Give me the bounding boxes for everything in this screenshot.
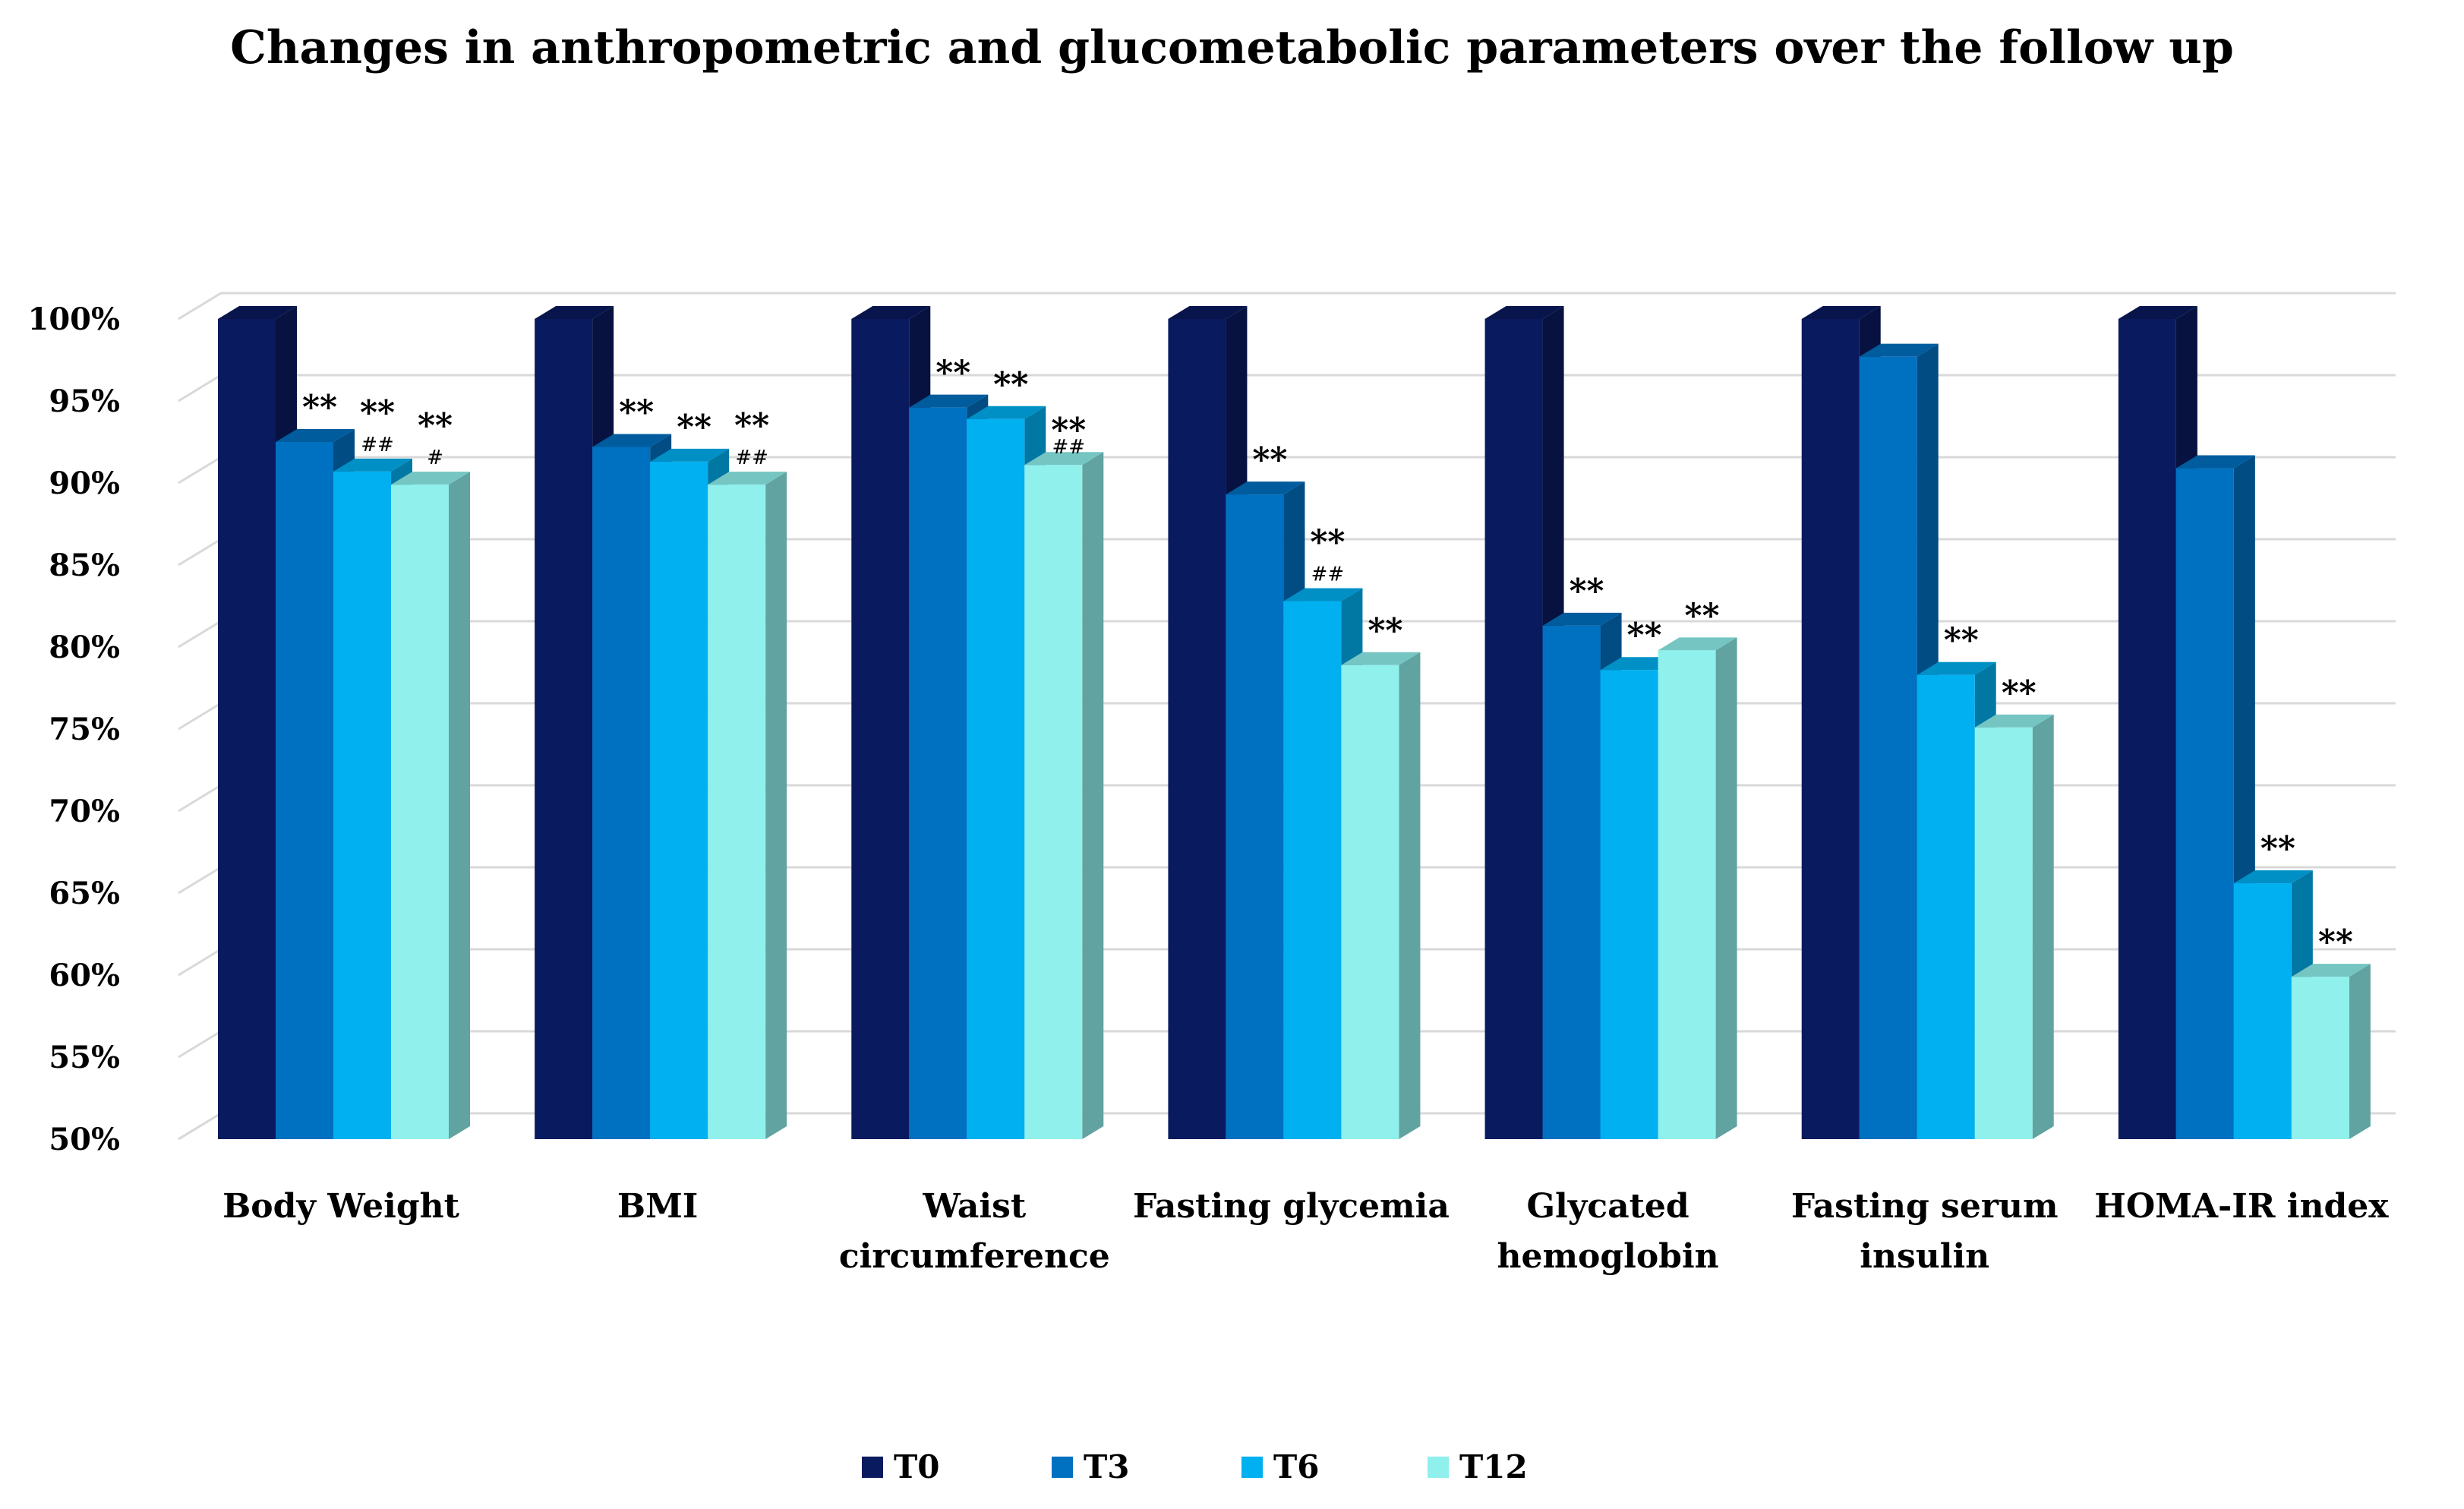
x-category-label: Waist bbox=[922, 1187, 1027, 1226]
x-category-label: Body Weight bbox=[222, 1187, 459, 1226]
bar-t12-2 bbox=[1024, 452, 1104, 1139]
legend-label: T0 bbox=[894, 1448, 939, 1485]
legend: T0 T3 T6 T12 bbox=[862, 1448, 1528, 1485]
x-category-label: insulin bbox=[1860, 1237, 1989, 1276]
legend-swatch bbox=[1052, 1457, 1073, 1478]
bar-t12-6 bbox=[2291, 964, 2371, 1139]
legend-item-t0: T0 bbox=[862, 1448, 939, 1485]
bar-annotation: ## bbox=[1311, 564, 1345, 586]
y-tick-label: 95% bbox=[49, 384, 120, 419]
bar-annotation: ** bbox=[1051, 411, 1086, 450]
y-tick-label: 55% bbox=[49, 1040, 120, 1075]
bars-layer bbox=[218, 306, 2371, 1140]
legend-label: T6 bbox=[1273, 1448, 1319, 1485]
y-tick-label: 60% bbox=[49, 958, 120, 993]
bar-annotation: ** bbox=[1310, 523, 1345, 562]
x-axis: Body Weight BMI Waist circumference Fasting … bbox=[222, 1187, 2389, 1276]
bar-annotation: ** bbox=[993, 365, 1028, 404]
legend-label: T3 bbox=[1084, 1448, 1129, 1485]
y-tick-label: 80% bbox=[49, 630, 120, 665]
bar-t12-5 bbox=[1974, 714, 2054, 1139]
bar-annotation: ** bbox=[677, 408, 711, 447]
bar-annotation: ** bbox=[619, 393, 654, 431]
bar-t12-1 bbox=[708, 472, 787, 1139]
chart-title: Changes in anthropometric and glucometab… bbox=[230, 21, 2234, 74]
legend-swatch bbox=[862, 1457, 883, 1478]
bar-annotation: ** bbox=[1944, 621, 1979, 660]
bar-annotation: ** bbox=[2318, 923, 2353, 961]
bar-annotation: ## bbox=[735, 447, 768, 469]
gridline bbox=[178, 374, 2396, 403]
bar-annotation: ** bbox=[734, 406, 769, 445]
bar-annotation: ** bbox=[993, 365, 1028, 404]
bar-annotation: ** bbox=[1368, 611, 1402, 650]
bar-t12-0 bbox=[391, 472, 470, 1139]
x-category-label: HOMA-IR index bbox=[2094, 1187, 2389, 1226]
bar-t3-6 bbox=[2175, 455, 2255, 1139]
bar-annotation: ** bbox=[1570, 572, 1604, 611]
legend-swatch bbox=[1241, 1457, 1263, 1478]
bar-annotation: ** bbox=[2002, 674, 2037, 712]
x-category-label: BMI bbox=[617, 1187, 698, 1226]
annotations-layer: **##**#** ** **##********##***************… bbox=[302, 354, 2353, 962]
x-category-label: Fasting glycemia bbox=[1133, 1187, 1450, 1226]
bar-annotation: ** bbox=[1627, 616, 1662, 655]
y-tick-label: 70% bbox=[49, 794, 120, 829]
bar-t12-3 bbox=[1341, 652, 1421, 1139]
bar-annotation: ## bbox=[361, 434, 394, 456]
y-tick-label: 75% bbox=[49, 712, 120, 747]
bar-annotation: ** bbox=[360, 393, 395, 432]
y-tick-label: 50% bbox=[49, 1122, 120, 1157]
x-category-label: circumference bbox=[839, 1237, 1110, 1276]
y-tick-label: 85% bbox=[49, 548, 120, 583]
bar-annotation: ## bbox=[1052, 436, 1085, 459]
legend-item-t6: T6 bbox=[1241, 1448, 1319, 1485]
bar-annotation: ** bbox=[935, 354, 970, 393]
bar-t12-4 bbox=[1658, 637, 1737, 1139]
legend-item-t12: T12 bbox=[1428, 1448, 1528, 1485]
y-tick-label: 100% bbox=[27, 301, 120, 337]
legend-label: T12 bbox=[1459, 1448, 1528, 1485]
gridline bbox=[178, 292, 2396, 320]
x-category-label: hemoglobin bbox=[1497, 1237, 1718, 1276]
y-axis: 50% 55% 60% 65% 70% 75% 80% 85% 90% 95% 100% bbox=[27, 301, 120, 1157]
bar-annotation: # bbox=[427, 447, 443, 469]
bar-annotation: ** bbox=[1252, 440, 1287, 479]
x-category-label: Fasting serum bbox=[1791, 1187, 2059, 1226]
legend-swatch bbox=[1428, 1457, 1449, 1478]
y-tick-label: 90% bbox=[49, 466, 120, 501]
bar-annotation: ** bbox=[2261, 829, 2295, 868]
bar-annotation: ** bbox=[1685, 596, 1720, 635]
bar-annotation: ** bbox=[418, 406, 453, 445]
x-category-label: Glycated bbox=[1526, 1187, 1689, 1226]
bar-annotation: ** bbox=[302, 388, 337, 427]
legend-item-t3: T3 bbox=[1052, 1448, 1129, 1485]
y-tick-label: 65% bbox=[49, 876, 120, 911]
